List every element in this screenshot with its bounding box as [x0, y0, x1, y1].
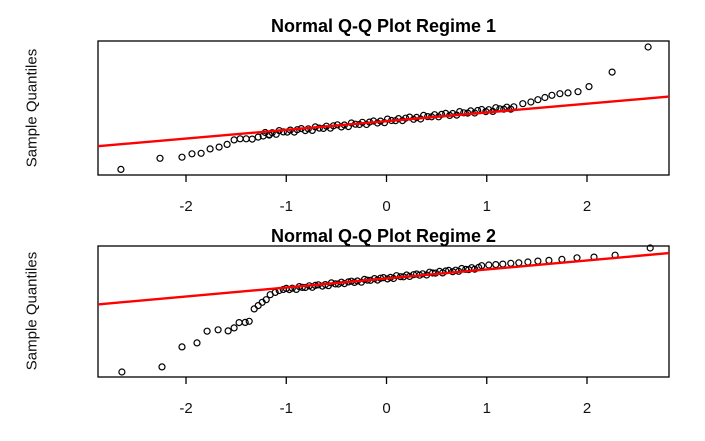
- data-point-marker: [223, 140, 231, 148]
- data-point-marker: [527, 98, 535, 106]
- x-tick-label: 2: [582, 400, 592, 417]
- data-point-marker: [235, 318, 243, 327]
- data-point-marker: [248, 135, 256, 143]
- data-point-marker: [254, 301, 262, 310]
- x-tick-label: 0: [382, 400, 391, 417]
- data-point-marker: [460, 109, 468, 117]
- data-point-marker: [585, 82, 593, 91]
- data-point-marker: [608, 68, 616, 76]
- data-point-marker: [564, 89, 572, 97]
- data-point-marker: [254, 133, 262, 141]
- data-point-marker: [178, 343, 186, 351]
- data-point-marker: [230, 324, 238, 332]
- data-point-marker: [156, 154, 164, 162]
- x-tick-label: 0: [382, 198, 391, 215]
- plot-border: [97, 40, 670, 176]
- data-point-marker: [262, 296, 270, 304]
- plot-canvas: [97, 40, 670, 182]
- data-point-marker: [301, 283, 309, 292]
- data-point-marker: [268, 129, 276, 137]
- data-point-marker: [241, 318, 249, 327]
- x-tick-label: 2: [582, 198, 592, 215]
- data-point-marker: [574, 88, 582, 96]
- x-tick-label: -2: [179, 198, 193, 215]
- data-point-marker: [556, 90, 564, 98]
- plot-border: [97, 245, 670, 378]
- data-point-marker: [188, 150, 196, 158]
- x-tick-label: -1: [279, 198, 293, 215]
- data-point-marker: [492, 260, 500, 269]
- plot-title: Normal Q-Q Plot Regime 1: [270, 16, 497, 36]
- data-point-marker: [197, 149, 205, 157]
- data-point-marker: [193, 339, 201, 347]
- data-point-marker: [499, 260, 507, 268]
- data-point-marker: [485, 261, 493, 269]
- plot-canvas: [97, 244, 670, 384]
- data-point-marker: [230, 136, 238, 144]
- data-point-marker: [646, 244, 654, 252]
- data-point-marker: [236, 135, 244, 143]
- data-point-marker: [394, 114, 403, 123]
- data-point-marker: [224, 327, 232, 335]
- x-tick-label: -1: [279, 400, 293, 417]
- plot-regime-2: Normal Q-Q Plot Regime 2 Sample Quantile…: [0, 220, 705, 441]
- data-point-marker: [117, 165, 125, 173]
- x-tick-label: 1: [482, 198, 491, 215]
- data-point-marker: [178, 153, 186, 161]
- data-point-marker: [534, 96, 542, 104]
- plot-regime-1: Normal Q-Q Plot Regime 1 Sample Quantile…: [0, 0, 705, 220]
- data-point-marker: [215, 143, 223, 151]
- data-point-marker: [214, 326, 222, 334]
- data-point-marker: [644, 43, 652, 51]
- data-point-marker: [515, 259, 523, 267]
- x-tick-label: 1: [482, 400, 491, 417]
- data-point-marker: [206, 145, 214, 153]
- data-point-marker: [573, 254, 581, 262]
- data-point-marker: [203, 327, 211, 335]
- data-point-marker: [524, 258, 532, 266]
- data-point-marker: [548, 91, 556, 99]
- data-point-marker: [478, 262, 486, 270]
- reference-line: [97, 251, 670, 306]
- data-point-marker: [541, 93, 549, 102]
- reference-line: [97, 95, 670, 148]
- data-point-marker: [242, 135, 250, 143]
- data-point-marker: [118, 368, 126, 376]
- data-point-marker: [507, 259, 515, 267]
- x-tick-label: -2: [179, 400, 193, 417]
- data-point-marker: [519, 100, 527, 108]
- data-point-marker: [245, 317, 253, 325]
- data-point-marker: [534, 257, 542, 265]
- data-point-marker: [250, 305, 258, 313]
- plot-title: Normal Q-Q Plot Regime 2: [270, 226, 497, 246]
- data-point-marker: [158, 363, 166, 371]
